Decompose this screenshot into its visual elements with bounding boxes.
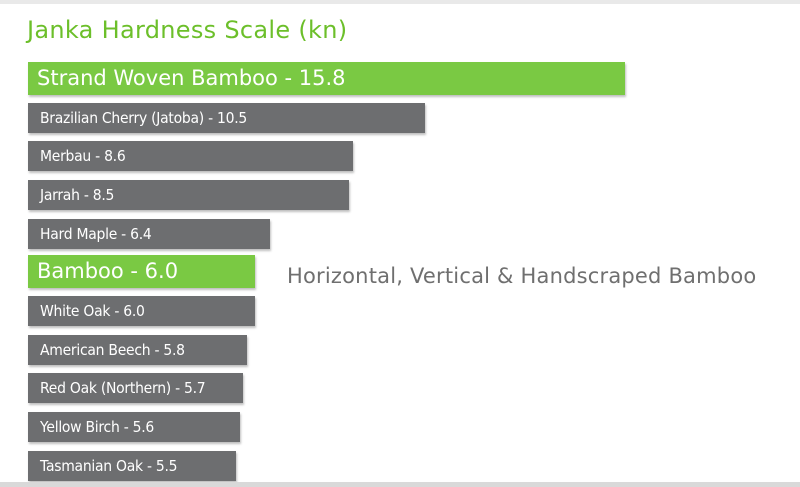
bar-label: American Beech - 5.8 (40, 340, 185, 359)
bar-label: Bamboo - 6.0 (37, 259, 179, 284)
bar-label: Hard Maple - 6.4 (40, 224, 152, 243)
bar-brazilian-cherry-jatoba: Brazilian Cherry (Jatoba) - 10.5 (28, 102, 425, 133)
bar-label: Jarrah - 8.5 (40, 185, 115, 204)
bar-strand-woven-bamboo: Strand Woven Bamboo - 15.8 (28, 62, 625, 95)
bar-label: Brazilian Cherry (Jatoba) - 10.5 (40, 108, 247, 127)
bar-hard-maple: Hard Maple - 6.4 (28, 218, 270, 249)
bar-label: Red Oak (Northern) - 5.7 (40, 379, 206, 398)
bar-yellow-birch: Yellow Birch - 5.6 (28, 411, 240, 442)
bar-bamboo: Bamboo - 6.0 (28, 255, 255, 289)
bar-label: Strand Woven Bamboo - 15.8 (37, 66, 346, 90)
top-divider (0, 0, 800, 4)
bar-jarrah: Jarrah - 8.5 (28, 179, 350, 210)
bottom-divider (0, 482, 800, 487)
chart-title: Janka Hardness Scale (kn) (27, 16, 348, 44)
bar-tasmanian-oak: Tasmanian Oak - 5.5 (28, 450, 236, 481)
bar-label: Tasmanian Oak - 5.5 (40, 456, 178, 475)
bar-red-oak-northern: Red Oak (Northern) - 5.7 (28, 373, 244, 404)
bar-american-beech: American Beech - 5.8 (28, 334, 248, 365)
bar-label: Merbau - 8.6 (40, 147, 126, 166)
bar-merbau: Merbau - 8.6 (28, 141, 353, 172)
bar-label: White Oak - 6.0 (40, 301, 145, 320)
bar-label: Yellow Birch - 5.6 (40, 417, 155, 436)
bar-white-oak: White Oak - 6.0 (28, 295, 255, 326)
bamboo-annotation: Horizontal, Vertical & Handscraped Bambo… (287, 264, 757, 288)
